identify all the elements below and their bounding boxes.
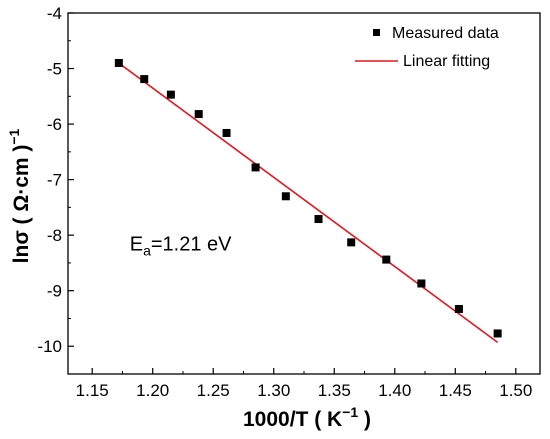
x-tick-label: 1.25 (197, 381, 230, 400)
data-point (281, 192, 290, 201)
data-point (314, 215, 323, 224)
linear-fit-line (115, 60, 499, 343)
x-tick-label: 1.45 (439, 381, 472, 400)
legend-marker-measured (373, 29, 380, 36)
legend-label-measured: Measured data (392, 25, 499, 42)
y-tick-label: -4 (47, 4, 62, 23)
y-tick-label: -5 (47, 60, 62, 79)
data-point (493, 329, 502, 338)
x-tick-label: 1.20 (136, 381, 169, 400)
y-tick-label: -8 (47, 226, 62, 245)
data-point (454, 305, 463, 314)
x-tick-label: 1.40 (378, 381, 411, 400)
x-tick-label: 1.30 (257, 381, 290, 400)
y-tick-label: -9 (47, 282, 62, 301)
data-point (140, 75, 149, 84)
x-axis: 1.15 1.20 1.25 1.30 1.35 1.40 1.45 1.50 (76, 368, 532, 400)
data-point (347, 238, 356, 247)
data-point (166, 90, 175, 99)
y-axis-title: lnσ ( Ω·cm )−1 (6, 128, 33, 263)
y-axis: -10 -9 -8 -7 -6 -5 -4 (37, 4, 74, 356)
measured-data-points (114, 58, 502, 338)
activation-energy-label: Ea=1.21 eV (130, 234, 232, 259)
y-tick-label: -6 (47, 115, 62, 134)
data-point (382, 255, 391, 264)
data-point (417, 279, 426, 288)
legend: Measured data Linear fitting (355, 25, 499, 70)
data-point (114, 58, 123, 67)
x-tick-label: 1.35 (318, 381, 351, 400)
data-point (251, 163, 260, 172)
legend-label-fit: Linear fitting (403, 53, 490, 70)
data-point (194, 110, 203, 119)
x-tick-label: 1.15 (76, 381, 109, 400)
x-tick-label: 1.50 (499, 381, 532, 400)
data-point (222, 128, 231, 137)
y-tick-label: -7 (47, 171, 62, 190)
x-axis-title: 1000/T ( K−1 ) (243, 404, 371, 431)
y-tick-label: -10 (37, 337, 62, 356)
